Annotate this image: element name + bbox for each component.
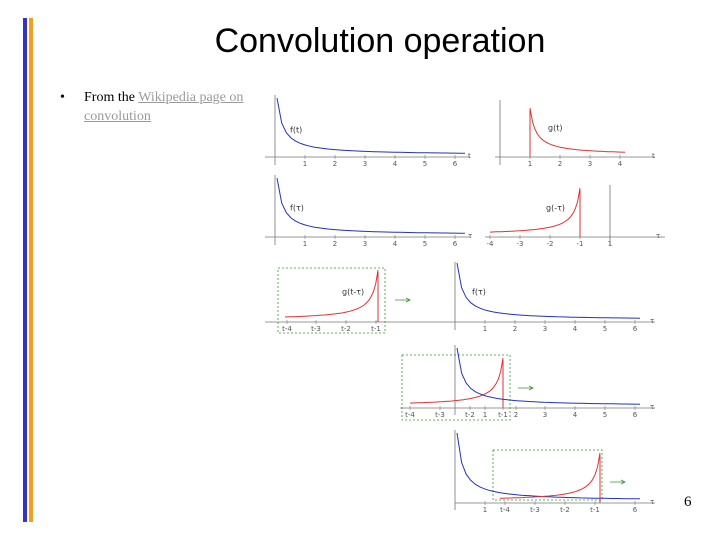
tick-label: 3	[543, 325, 547, 333]
axis-label: τ	[468, 232, 472, 240]
bullet-dot: •	[60, 90, 65, 105]
curve-label: g(t-τ)	[342, 288, 364, 297]
tick-label: t-4	[500, 506, 510, 514]
tick-label: t-4	[405, 411, 415, 419]
g-curve	[409, 357, 504, 404]
axis-label: τ	[650, 317, 654, 325]
f-curve	[276, 177, 465, 234]
tick-label: -2	[547, 240, 554, 248]
curve-label: g(-τ)	[546, 204, 565, 213]
tick-label: 4	[618, 160, 623, 168]
tick-label: 2	[333, 240, 337, 248]
tick-label: 4	[393, 240, 398, 248]
tick-label: 3	[363, 160, 367, 168]
shift-arrow	[610, 479, 626, 485]
tick-label: t-1	[371, 325, 381, 333]
page-number: 6	[684, 494, 692, 510]
tick-label: 6	[453, 160, 458, 168]
g-curve	[489, 187, 581, 233]
tick-label: 2	[514, 411, 518, 419]
tick-label: t-2	[341, 325, 351, 333]
tick-label: 6	[633, 411, 638, 419]
tick-label: 6	[453, 240, 458, 248]
slide-title: Convolution operation	[214, 22, 546, 60]
tick-label: t-2	[465, 411, 475, 419]
tick-label: t-1	[590, 506, 600, 514]
link[interactable]: Wikipedia page on convolution	[84, 90, 244, 124]
tick-label: t-3	[435, 411, 445, 419]
tick-label: t-4	[282, 325, 292, 333]
tick-label: 2	[333, 160, 337, 168]
tick-label: 1	[483, 325, 487, 333]
g-curve	[284, 269, 379, 318]
f-curve	[456, 262, 641, 319]
blue-bar	[23, 18, 27, 522]
tick-label: 1	[303, 160, 307, 168]
g-curve	[499, 452, 601, 499]
tick-label: -4	[487, 240, 495, 248]
tick-label: 6	[633, 506, 638, 514]
axis-label: τ	[650, 498, 654, 506]
tick-label: 1	[528, 160, 532, 168]
tick-label: 2	[558, 160, 562, 168]
f-curve	[456, 347, 641, 405]
curve-label: g(t)	[548, 124, 562, 133]
axis-label: τ	[656, 232, 660, 240]
axis-label: t	[652, 152, 655, 160]
orange-bar	[29, 18, 33, 522]
axis-label: τ	[650, 403, 654, 411]
tick-label: 6	[633, 325, 638, 333]
tick-label: 1	[483, 411, 487, 419]
tick-label: 5	[423, 160, 427, 168]
tick-label: 1	[303, 240, 307, 248]
tick-label: 4	[573, 411, 578, 419]
tick-label: t-2	[560, 506, 570, 514]
curve-label: f(τ)	[472, 288, 486, 297]
bullet-text: From the	[84, 90, 135, 105]
tick-label: -1	[577, 240, 584, 248]
tick-label: 5	[603, 325, 607, 333]
g-curve	[529, 107, 626, 153]
tick-label: t-1	[498, 411, 508, 419]
tick-label: 1	[608, 240, 612, 248]
window-box	[277, 267, 386, 334]
tick-label: 1	[483, 506, 487, 514]
tick-label: t-3	[311, 325, 321, 333]
tick-label: 5	[423, 240, 427, 248]
f-curve	[276, 97, 465, 154]
curve-label: f(t)	[290, 126, 302, 135]
tick-label: 3	[363, 240, 367, 248]
curve-label: f(τ)	[290, 204, 304, 213]
shift-arrow	[395, 297, 411, 303]
tick-label: t-3	[530, 506, 540, 514]
tick-label: 4	[573, 325, 578, 333]
tick-label: -3	[517, 240, 524, 248]
window-box	[401, 354, 511, 421]
tick-label: 3	[588, 160, 592, 168]
window-box	[492, 449, 603, 501]
f-curve	[456, 432, 640, 500]
tick-label: 5	[603, 411, 607, 419]
tick-label: 3	[543, 411, 547, 419]
shift-arrow	[518, 385, 534, 391]
bullet: • From the Wikipedia page on convolution	[60, 88, 294, 126]
tick-label: 2	[513, 325, 517, 333]
axis-label: t	[468, 152, 471, 160]
tick-label: 4	[393, 160, 398, 168]
